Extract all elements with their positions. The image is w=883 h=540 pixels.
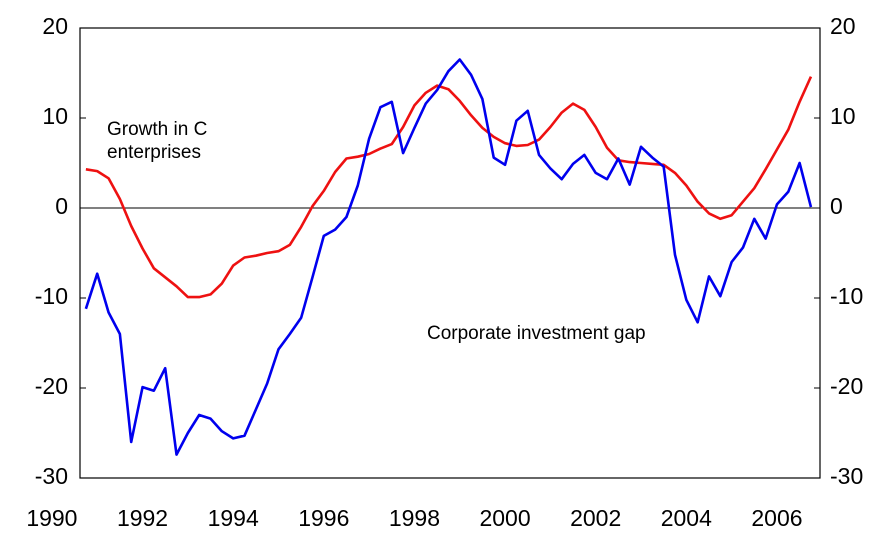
plot-frame [79,27,821,479]
y-tick-label: -20 [35,373,68,399]
y-tick-label: -30 [35,463,68,489]
y-tick-label: 20 [42,13,68,39]
y-tick-label: 10 [42,103,68,129]
series-annotation: Growth in C enterprises [107,119,208,163]
y2-tick-label: 0 [830,193,843,219]
x-tick-label: 1998 [389,505,440,531]
x-tick-label: 1996 [298,505,349,531]
x-tick-label: 2004 [661,505,712,531]
y2-tick-label: -30 [830,463,863,489]
series-line [85,76,813,299]
x-tick-label: 2006 [751,505,802,531]
y-tick-label: -10 [35,283,68,309]
series-line [84,58,813,456]
y2-tick-label: 10 [830,103,856,129]
y2-tick-label: -10 [830,283,863,309]
x-tick-label: 2002 [570,505,621,531]
x-tick-label: 1990 [26,505,77,531]
x-tick-label: 2000 [479,505,530,531]
y-tick-label: 0 [55,193,68,219]
x-tick-label: 1992 [117,505,168,531]
x-tick-label: 1994 [208,505,259,531]
y2-tick-label: 20 [830,13,856,39]
y2-tick-label: -20 [830,373,863,399]
series-annotation: Corporate investment gap [427,323,646,344]
